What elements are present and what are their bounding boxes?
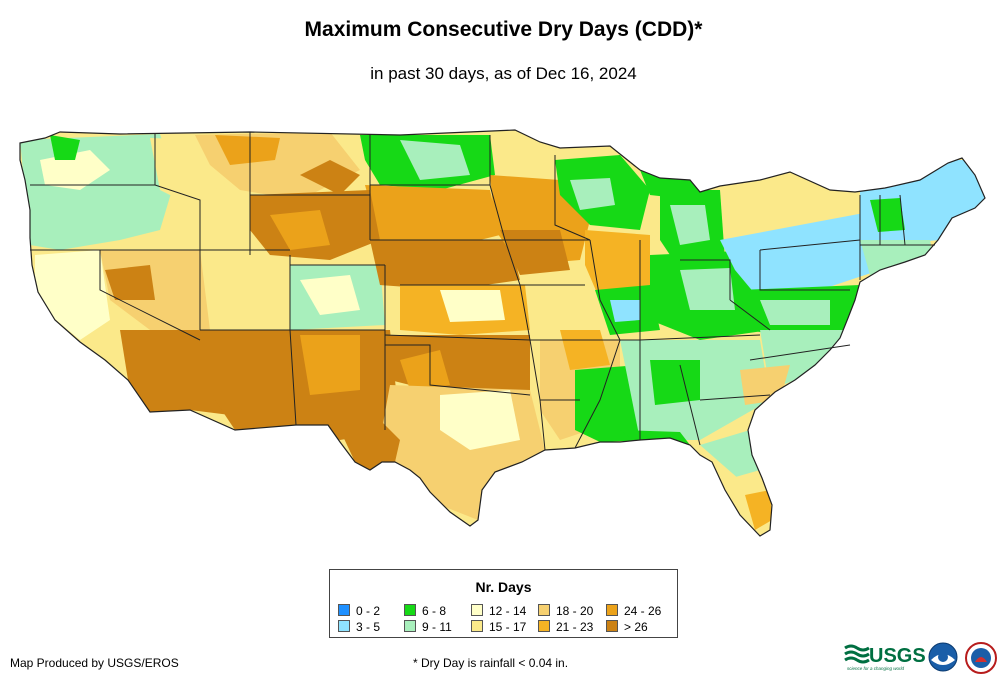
legend-swatch — [606, 604, 618, 616]
legend-label: 9 - 11 — [422, 620, 452, 634]
map-credit: Map Produced by USGS/EROS — [10, 656, 179, 670]
nws-logo — [965, 642, 997, 674]
map-subtitle: in past 30 days, as of Dec 16, 2024 — [370, 64, 637, 83]
legend-swatch — [538, 604, 550, 616]
noaa-logo — [928, 642, 958, 672]
legend-item: 6 - 8 — [404, 604, 446, 617]
legend-title: Nr. Days — [475, 579, 532, 595]
legend-label: > 26 — [624, 620, 648, 634]
legend-swatch — [606, 620, 618, 632]
legend-swatch — [404, 604, 416, 616]
legend-item: > 26 — [606, 620, 648, 633]
legend-label: 21 - 23 — [556, 620, 594, 634]
legend-swatch — [538, 620, 550, 632]
legend-item: 3 - 5 — [338, 620, 380, 633]
legend-label: 24 - 26 — [624, 604, 662, 618]
legend-item: 12 - 14 — [471, 604, 526, 617]
legend-swatch — [338, 604, 350, 616]
legend-item: 24 - 26 — [606, 604, 661, 617]
legend-label: 0 - 2 — [356, 604, 381, 618]
legend-item: 9 - 11 — [404, 620, 452, 633]
state-borders — [19, 129, 986, 537]
legend-item: 15 - 17 — [471, 620, 526, 633]
legend-item: 21 - 23 — [538, 620, 593, 633]
dry-day-footnote: * Dry Day is rainfall < 0.04 in. — [413, 656, 569, 670]
legend-swatch — [404, 620, 416, 632]
agency-logos: USGS science for a changing world — [843, 640, 1003, 680]
usgs-logo: USGS science for a changing world — [844, 644, 926, 671]
usgs-tagline: science for a changing world — [847, 666, 905, 671]
legend-label: 3 - 5 — [356, 620, 381, 634]
legend-label: 15 - 17 — [489, 620, 527, 634]
legend-swatch — [471, 620, 483, 632]
legend-swatch — [471, 604, 483, 616]
usgs-wordmark: USGS — [869, 645, 926, 667]
legend-label: 6 - 8 — [422, 604, 447, 618]
legend-item: 18 - 20 — [538, 604, 593, 617]
legend-label: 12 - 14 — [489, 604, 527, 618]
legend-label: 18 - 20 — [556, 604, 594, 618]
legend-swatch — [338, 620, 350, 632]
legend-item: 0 - 2 — [338, 604, 380, 617]
legend: Nr. Days 0 - 2 3 - 5 6 - 8 9 - 11 12 - 1… — [329, 569, 678, 638]
map-title: Maximum Consecutive Dry Days (CDD)* — [304, 18, 703, 41]
